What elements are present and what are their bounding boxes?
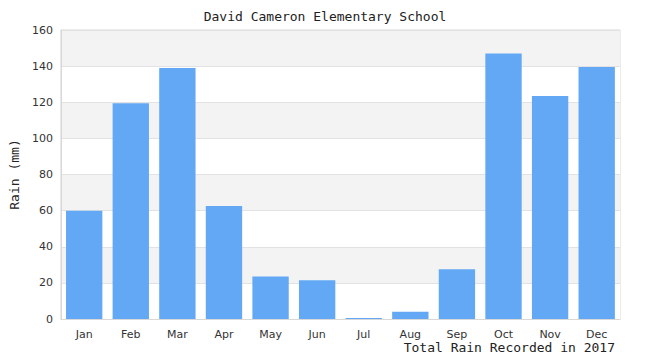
svg-text:0: 0 — [46, 313, 53, 326]
svg-text:Jan: Jan — [75, 328, 93, 341]
svg-text:Rain (mm): Rain (mm) — [7, 139, 22, 209]
svg-text:80: 80 — [39, 168, 53, 181]
svg-text:Nov: Nov — [539, 328, 561, 341]
svg-text:Sep: Sep — [446, 328, 468, 341]
svg-text:Apr: Apr — [214, 328, 234, 341]
svg-text:140: 140 — [32, 60, 53, 73]
svg-text:160: 160 — [32, 24, 53, 37]
svg-text:40: 40 — [39, 240, 53, 253]
svg-text:20: 20 — [39, 276, 53, 289]
svg-text:Dec: Dec — [586, 328, 608, 341]
svg-text:Jun: Jun — [308, 328, 326, 341]
svg-text:May: May — [259, 328, 282, 341]
svg-text:Oct: Oct — [494, 328, 513, 341]
svg-text:120: 120 — [32, 96, 53, 109]
svg-text:Feb: Feb — [121, 328, 140, 341]
svg-text:Aug: Aug — [399, 328, 422, 341]
svg-text:Mar: Mar — [167, 328, 188, 341]
svg-text:Jul: Jul — [356, 328, 370, 341]
svg-text:David Cameron Elementary Schoo: David Cameron Elementary School — [204, 9, 447, 24]
svg-text:Total Rain Recorded in 2017: Total Rain Recorded in 2017 — [404, 340, 615, 355]
svg-text:60: 60 — [39, 204, 53, 217]
svg-text:100: 100 — [32, 132, 53, 145]
